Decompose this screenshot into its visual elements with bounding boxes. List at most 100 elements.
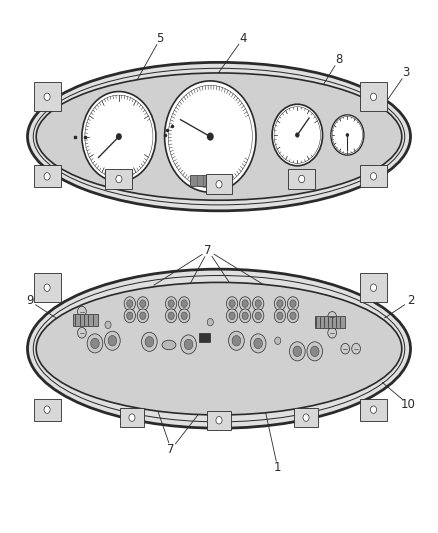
Circle shape	[232, 335, 241, 346]
Circle shape	[255, 300, 261, 308]
Ellipse shape	[28, 62, 410, 211]
Circle shape	[287, 297, 299, 311]
Circle shape	[179, 309, 190, 322]
Circle shape	[328, 327, 336, 338]
Circle shape	[216, 181, 222, 188]
Circle shape	[44, 406, 50, 414]
Circle shape	[290, 312, 296, 320]
Circle shape	[371, 284, 377, 292]
Circle shape	[117, 134, 121, 139]
Circle shape	[229, 300, 235, 308]
Circle shape	[346, 134, 348, 136]
Circle shape	[78, 306, 86, 317]
Circle shape	[274, 297, 286, 311]
Circle shape	[184, 339, 193, 350]
Ellipse shape	[28, 269, 410, 428]
Ellipse shape	[36, 73, 402, 200]
Bar	[199, 333, 210, 342]
Circle shape	[168, 300, 174, 308]
Circle shape	[332, 117, 363, 154]
Text: 4: 4	[239, 32, 247, 45]
Circle shape	[293, 346, 302, 357]
Circle shape	[296, 133, 299, 137]
Circle shape	[207, 318, 213, 326]
Circle shape	[165, 81, 256, 192]
Circle shape	[299, 175, 305, 183]
Ellipse shape	[33, 68, 405, 205]
Circle shape	[44, 284, 50, 292]
Circle shape	[341, 343, 350, 354]
Circle shape	[87, 334, 103, 353]
Circle shape	[129, 414, 135, 421]
Circle shape	[290, 300, 296, 308]
Ellipse shape	[36, 282, 402, 415]
Circle shape	[140, 312, 146, 320]
Circle shape	[240, 297, 251, 311]
Circle shape	[44, 173, 50, 180]
Circle shape	[272, 104, 322, 166]
Bar	[360, 165, 387, 188]
Circle shape	[229, 312, 235, 320]
Circle shape	[124, 309, 135, 322]
Text: 9: 9	[26, 294, 33, 308]
Circle shape	[127, 312, 133, 320]
Circle shape	[137, 297, 148, 311]
Circle shape	[255, 312, 261, 320]
Ellipse shape	[33, 276, 405, 422]
Circle shape	[208, 133, 213, 140]
Circle shape	[116, 175, 122, 183]
Circle shape	[108, 335, 117, 346]
Bar	[34, 165, 60, 188]
Text: 10: 10	[401, 398, 416, 411]
Bar	[294, 408, 318, 427]
Circle shape	[303, 414, 309, 421]
Text: 3: 3	[403, 67, 410, 79]
Bar	[34, 82, 60, 111]
Circle shape	[105, 321, 111, 328]
Circle shape	[226, 297, 238, 311]
Circle shape	[124, 297, 135, 311]
Circle shape	[371, 173, 377, 180]
Bar	[34, 273, 60, 302]
Circle shape	[287, 309, 299, 322]
Circle shape	[242, 312, 248, 320]
Text: 8: 8	[335, 53, 343, 66]
Circle shape	[85, 95, 153, 178]
Circle shape	[254, 338, 262, 349]
Circle shape	[105, 331, 120, 350]
Text: 6: 6	[207, 165, 214, 177]
Bar	[315, 317, 345, 328]
Circle shape	[253, 309, 264, 322]
Circle shape	[168, 85, 252, 188]
Circle shape	[140, 300, 146, 308]
Circle shape	[179, 297, 190, 311]
Circle shape	[290, 342, 305, 361]
Circle shape	[275, 337, 281, 344]
Circle shape	[181, 335, 196, 354]
Circle shape	[277, 312, 283, 320]
Bar	[73, 314, 99, 326]
Circle shape	[253, 297, 264, 311]
Circle shape	[240, 309, 251, 322]
Circle shape	[277, 300, 283, 308]
Circle shape	[352, 343, 360, 354]
Bar	[106, 169, 132, 189]
Circle shape	[307, 342, 322, 361]
Circle shape	[251, 334, 266, 353]
Circle shape	[274, 309, 286, 322]
Bar	[207, 411, 231, 430]
Circle shape	[127, 300, 133, 308]
Bar	[288, 169, 315, 189]
Ellipse shape	[162, 340, 176, 350]
Bar	[360, 399, 387, 421]
Text: 7: 7	[205, 244, 212, 257]
Circle shape	[274, 107, 321, 163]
Circle shape	[168, 312, 174, 320]
Circle shape	[91, 338, 99, 349]
Bar	[360, 82, 387, 111]
Text: 2: 2	[407, 294, 414, 308]
Bar	[190, 175, 231, 186]
Circle shape	[44, 93, 50, 101]
Circle shape	[82, 92, 156, 182]
Bar	[205, 174, 233, 195]
